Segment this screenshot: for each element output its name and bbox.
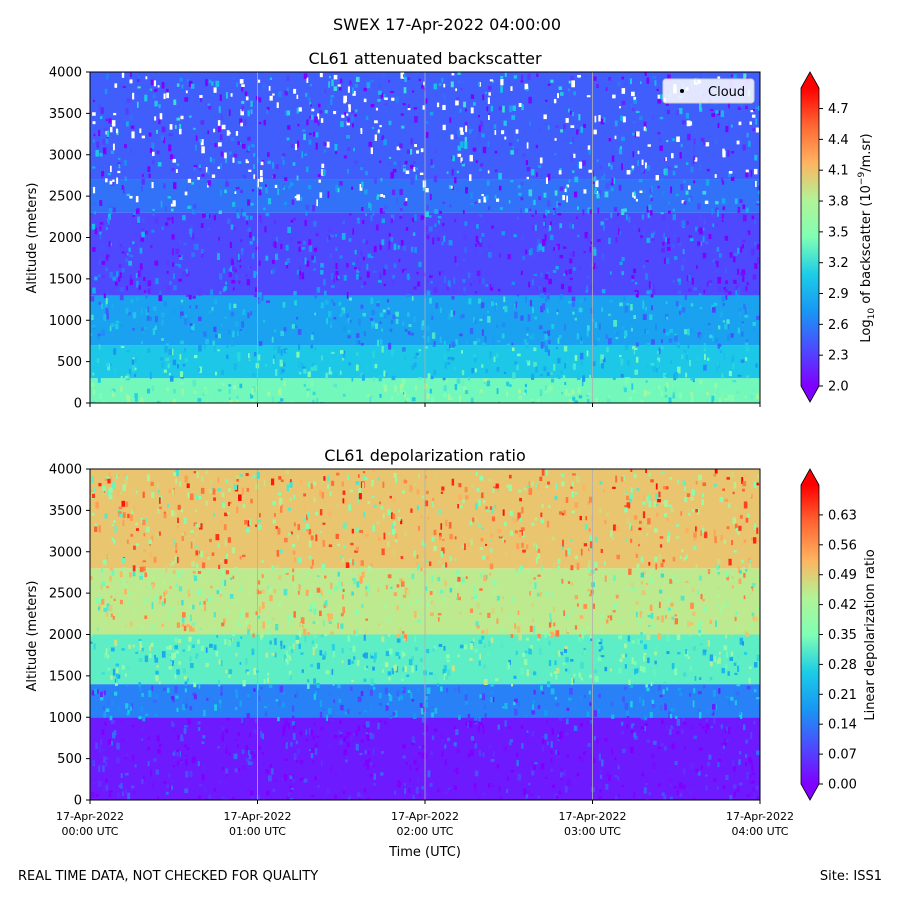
backscatter-colorbar-label: Log10 of backscatter (10−9/m.sr) (857, 133, 877, 342)
backscatter-ylabel: Altitude (meters) (25, 183, 40, 294)
colorbar-body (801, 88, 819, 386)
depolarization-x-axis: 17-Apr-2022 00:00 UTC 17-Apr-2022 01:00 UTC… (56, 800, 794, 838)
depolarization-y-axis: 0 500 1000 1500 2000 2500 3000 3500 4000 (49, 463, 90, 809)
colorbar-tick-label: 0.14 (828, 718, 857, 733)
x-tick-label-date: 17-Apr-2022 (726, 810, 794, 823)
y-tick-label: 3000 (49, 545, 82, 560)
quality-disclaimer: REAL TIME DATA, NOT CHECKED FOR QUALITY (18, 869, 319, 884)
colorbar-extend-min (801, 386, 819, 402)
cb-label-main: Log (859, 319, 874, 342)
cloud-legend[interactable]: Cloud (662, 78, 755, 104)
y-tick-label: 4000 (49, 66, 82, 81)
x-tick-label-time: 00:00 UTC (61, 825, 118, 838)
y-tick-label: 500 (57, 752, 82, 767)
colorbar-tick-label: 0.56 (828, 538, 857, 553)
cb-label-end: /m.sr) (859, 133, 874, 171)
y-tick-label: 1000 (49, 711, 82, 726)
speckle-texture (90, 72, 760, 403)
backscatter-grid (257, 72, 593, 403)
y-tick-label: 4000 (49, 463, 82, 478)
cb-label-sub: 10 (867, 308, 877, 320)
site-label: Site: ISS1 (819, 869, 882, 884)
x-tick-label-time: 02:00 UTC (396, 825, 453, 838)
colorbar-tick-label: 0.49 (828, 568, 857, 583)
backscatter-panel: CL61 attenuated backscatter 0 500 1000 1500… (25, 49, 877, 412)
colorbar-body (801, 485, 819, 784)
depolarization-panel: CL61 depolarization ratio 0 500 1000 1500 20… (25, 446, 878, 860)
colorbar-tick-label: 0.28 (828, 658, 857, 673)
y-tick-label: 1500 (49, 272, 82, 287)
colorbar-ticks: 0.00 0.07 0.14 0.21 0.28 0.35 0.42 0.49 0.56 0.63 (819, 508, 857, 793)
cloud-marker-icon (680, 89, 684, 93)
depolarization-xlabel: Time (UTC) (388, 845, 461, 860)
suptitle: SWEX 17-Apr-2022 04:00:00 (333, 15, 561, 34)
backscatter-title: CL61 attenuated backscatter (308, 49, 542, 68)
colorbar-outline (800, 468, 820, 801)
depolarization-title: CL61 depolarization ratio (324, 446, 526, 465)
colorbar-tick-label: 2.9 (828, 287, 849, 302)
colorbar-tick-label: 0.00 (828, 778, 857, 793)
colorbar-tick-label: 2.0 (828, 380, 849, 395)
y-tick-label: 2500 (49, 190, 82, 205)
speckle-texture (90, 469, 760, 800)
y-tick-label: 2000 (49, 231, 82, 246)
y-tick-label: 1000 (49, 314, 82, 329)
backscatter-field (90, 72, 760, 403)
y-tick-label: 1500 (49, 669, 82, 684)
x-tick-label-date: 17-Apr-2022 (223, 810, 291, 823)
y-tick-label: 3500 (49, 107, 82, 122)
y-tick-label: 500 (57, 355, 82, 370)
backscatter-y-axis: 0 500 1000 1500 2000 2500 3000 3500 4000 (49, 66, 90, 412)
colorbar-tick-label: 0.07 (828, 748, 857, 763)
colorbar-tick-label: 4.7 (828, 102, 849, 117)
colorbar-ticks: 2.0 2.3 2.6 2.9 3.2 3.5 3.8 4.1 4.4 4.7 (819, 102, 849, 395)
colorbar-tick-label: 3.2 (828, 256, 849, 271)
colorbar-extend-min (801, 784, 819, 800)
colorbar-outline (800, 71, 820, 403)
depolarization-colorbar-label: Linear depolarization ratio (863, 549, 878, 720)
y-tick-label: 2000 (49, 628, 82, 643)
x-tick-label-time: 03:00 UTC (564, 825, 621, 838)
colorbar-extend-max (801, 72, 819, 88)
legend-box (662, 78, 755, 104)
y-tick-label: 0 (74, 397, 82, 412)
x-tick-label-date: 17-Apr-2022 (558, 810, 626, 823)
y-tick-label: 0 (74, 794, 82, 809)
cb-label-sup: −9 (857, 172, 867, 186)
depolarization-grid (257, 469, 593, 800)
backscatter-x-axis (89, 403, 761, 407)
y-tick-label: 3500 (49, 504, 82, 519)
backscatter-colorbar: 2.0 2.3 2.6 2.9 3.2 3.5 3.8 4.1 4.4 4.7 Log10 of … (800, 71, 877, 403)
colorbar-tick-label: 4.4 (828, 133, 849, 148)
colorbar-tick-label: 4.1 (828, 164, 849, 179)
colorbar-tick-label: 3.5 (828, 225, 849, 240)
colorbar-tick-label: 2.3 (828, 349, 849, 364)
colorbar-tick-label: 2.6 (828, 318, 849, 333)
colorbar-tick-label: 0.42 (828, 598, 857, 613)
depolarization-colorbar: 0.00 0.07 0.14 0.21 0.28 0.35 0.42 0.49 0.56 0.63… (800, 468, 878, 801)
x-tick-label-time: 04:00 UTC (731, 825, 788, 838)
colorbar-tick-label: 0.21 (828, 688, 857, 703)
depolarization-field (90, 469, 760, 800)
depolarization-ylabel: Altitude (meters) (25, 581, 40, 692)
x-tick-label-time: 01:00 UTC (229, 825, 286, 838)
colorbar-tick-label: 0.35 (828, 628, 857, 643)
colorbar-tick-label: 3.8 (828, 195, 849, 210)
legend-entry-cloud: Cloud (708, 85, 745, 100)
colorbar-tick-label: 0.63 (828, 508, 857, 523)
x-tick-label-date: 17-Apr-2022 (391, 810, 459, 823)
y-tick-label: 3000 (49, 148, 82, 163)
x-tick-label-date: 17-Apr-2022 (56, 810, 124, 823)
cb-label-mid: of backscatter (10 (859, 185, 874, 308)
y-tick-label: 2500 (49, 587, 82, 602)
colorbar-extend-max (801, 469, 819, 485)
